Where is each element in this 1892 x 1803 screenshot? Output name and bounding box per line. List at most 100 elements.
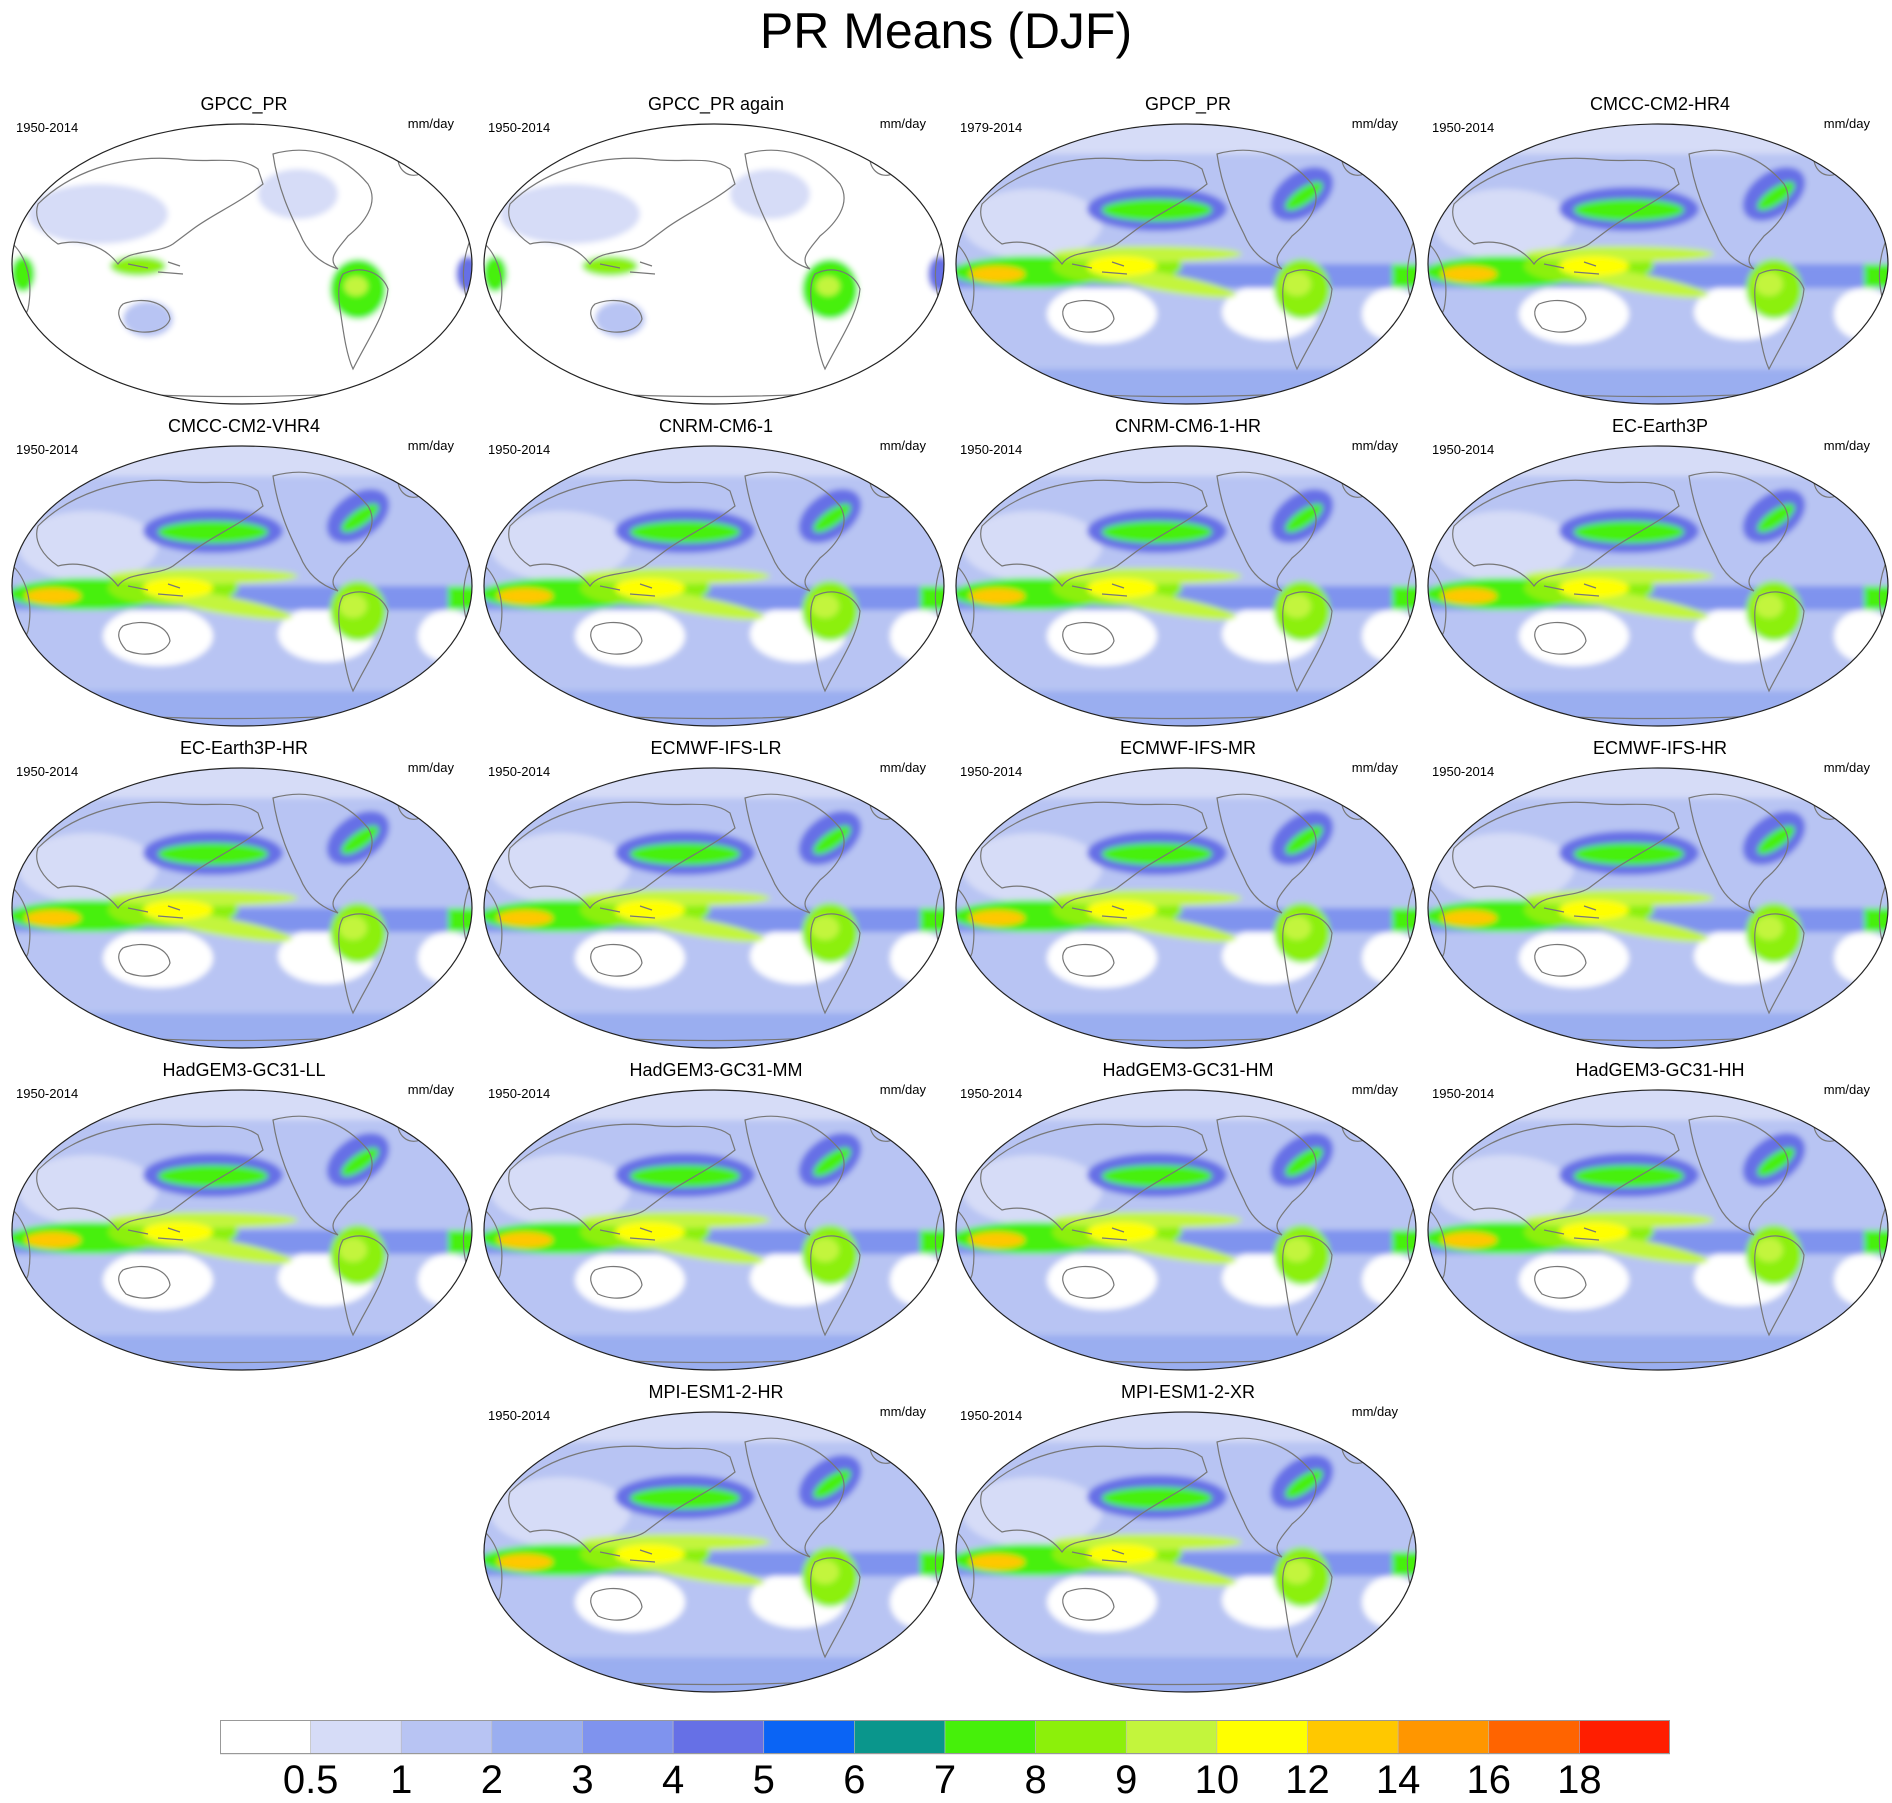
map-panel: CNRM-CM6-1 1950-2014 mm/day xyxy=(480,416,952,736)
colorbar-box xyxy=(1035,1720,1127,1755)
panel-period: 1950-2014 xyxy=(1432,120,1495,135)
panel-period: 1950-2014 xyxy=(16,442,79,457)
map-panel: HadGEM3-GC31-LL 1950-2014 mm/day xyxy=(8,1060,480,1380)
map-boundary xyxy=(955,1089,1417,1371)
precip-field xyxy=(12,1090,472,1370)
precip-field xyxy=(12,446,472,726)
panel-period: 1950-2014 xyxy=(488,120,551,135)
map-panel: CNRM-CM6-1-HR 1950-2014 mm/day xyxy=(952,416,1424,736)
map-boundary xyxy=(1427,445,1889,727)
map-boundary xyxy=(483,767,945,1049)
map-plot xyxy=(11,123,473,405)
precip-field xyxy=(484,1412,944,1692)
panel-units: mm/day xyxy=(407,760,454,775)
map-plot xyxy=(955,767,1417,1049)
precip-field xyxy=(484,124,944,404)
colorbar-tick-label: 18 xyxy=(1557,1758,1602,1802)
map-panel: MPI-ESM1-2-XR 1950-2014 mm/day xyxy=(952,1382,1424,1702)
precip-field xyxy=(484,446,944,726)
panel-period: 1950-2014 xyxy=(16,120,79,135)
panel-title: HadGEM3-GC31-HH xyxy=(1575,1060,1745,1080)
map-plot xyxy=(11,767,473,1049)
precip-field xyxy=(956,1412,1416,1692)
precip-field xyxy=(1428,124,1888,404)
map-boundary xyxy=(1427,123,1889,405)
panel-title: CMCC-CM2-HR4 xyxy=(1590,94,1730,114)
panel-period: 1950-2014 xyxy=(488,764,551,779)
colorbar-tick-label: 5 xyxy=(752,1758,775,1802)
colorbar xyxy=(220,1720,1670,1755)
panel-units: mm/day xyxy=(1351,760,1398,775)
precip-field xyxy=(1428,1090,1888,1370)
colorbar-tick-label: 9 xyxy=(1115,1758,1138,1802)
map-boundary xyxy=(11,1089,473,1371)
map-panel: GPCP_PR 1979-2014 mm/day xyxy=(952,94,1424,414)
precip-field xyxy=(12,124,472,404)
map-panel: HadGEM3-GC31-HM 1950-2014 mm/day xyxy=(952,1060,1424,1380)
map-boundary xyxy=(483,1411,945,1693)
colorbar-box xyxy=(672,1720,765,1755)
map-plot xyxy=(483,1411,945,1693)
colorbar-box xyxy=(220,1720,311,1755)
map-boundary xyxy=(955,1411,1417,1693)
map-boundary xyxy=(483,1089,945,1371)
panel-units: mm/day xyxy=(407,116,454,131)
colorbar-box xyxy=(854,1720,946,1755)
precip-field xyxy=(484,1090,944,1370)
panel-units: mm/day xyxy=(1351,1404,1398,1419)
precip-field xyxy=(1428,768,1888,1048)
colorbar-box xyxy=(1307,1720,1399,1755)
precip-field xyxy=(956,124,1416,404)
panel-title: EC-Earth3P xyxy=(1611,416,1709,436)
precip-field xyxy=(484,768,944,1048)
coastlines xyxy=(484,1115,944,1364)
panel-units: mm/day xyxy=(407,438,454,453)
colorbar-tick-label: 4 xyxy=(662,1758,685,1802)
map-boundary xyxy=(955,767,1417,1049)
panel-title: MPI-ESM1-2-XR xyxy=(1120,1382,1255,1402)
map-boundary xyxy=(11,767,473,1049)
panel-title: CNRM-CM6-1-HR xyxy=(1115,416,1261,436)
colorbar-box xyxy=(491,1720,583,1755)
panel-period: 1950-2014 xyxy=(1432,1086,1495,1101)
panel-period: 1979-2014 xyxy=(960,120,1023,135)
map-panel: CMCC-CM2-VHR4 1950-2014 mm/day xyxy=(8,416,480,736)
panel-title: MPI-ESM1-2-HR xyxy=(648,1382,784,1402)
precip-field xyxy=(12,768,472,1048)
colorbar-tick-label: 10 xyxy=(1194,1758,1240,1802)
colorbar-tick-label: 12 xyxy=(1285,1758,1330,1802)
map-panel: GPCC_PR again 1950-2014 mm/day xyxy=(480,94,952,414)
colorbar-tick-label: 3 xyxy=(571,1758,594,1802)
map-plot xyxy=(483,767,945,1049)
map-boundary xyxy=(955,445,1417,727)
colorbar-box xyxy=(400,1720,493,1755)
panel-period: 1950-2014 xyxy=(488,1086,551,1101)
map-plot xyxy=(11,445,473,727)
colorbar-tick-label: 6 xyxy=(843,1758,866,1802)
map-panel: HadGEM3-GC31-MM 1950-2014 mm/day xyxy=(480,1060,952,1380)
panel-units: mm/day xyxy=(1823,760,1870,775)
panel-period: 1950-2014 xyxy=(16,1086,79,1101)
panel-title: GPCP_PR xyxy=(1144,94,1232,114)
panel-units: mm/day xyxy=(879,1082,926,1097)
map-plot xyxy=(1427,767,1889,1049)
panel-units: mm/day xyxy=(879,116,926,131)
colorbar-box xyxy=(1397,1720,1490,1755)
panel-units: mm/day xyxy=(879,760,926,775)
panel-units: mm/day xyxy=(879,1404,926,1419)
map-plot xyxy=(955,1089,1417,1371)
map-panel: ECMWF-IFS-LR 1950-2014 mm/day xyxy=(480,738,952,1058)
precip-field xyxy=(956,768,1416,1048)
map-plot xyxy=(955,1411,1417,1693)
panel-period: 1950-2014 xyxy=(488,1408,551,1423)
panel-units: mm/day xyxy=(879,438,926,453)
map-plot xyxy=(1427,123,1889,405)
panel-units: mm/day xyxy=(1351,116,1398,131)
panel-title: HadGEM3-GC31-MM xyxy=(629,1060,803,1080)
panel-period: 1950-2014 xyxy=(960,1408,1023,1423)
map-plot xyxy=(1427,1089,1889,1371)
panel-units: mm/day xyxy=(1351,1082,1398,1097)
colorbar-tick-label: 16 xyxy=(1466,1758,1512,1802)
map-boundary xyxy=(1427,1089,1889,1371)
panel-title: CNRM-CM6-1 xyxy=(659,416,773,436)
